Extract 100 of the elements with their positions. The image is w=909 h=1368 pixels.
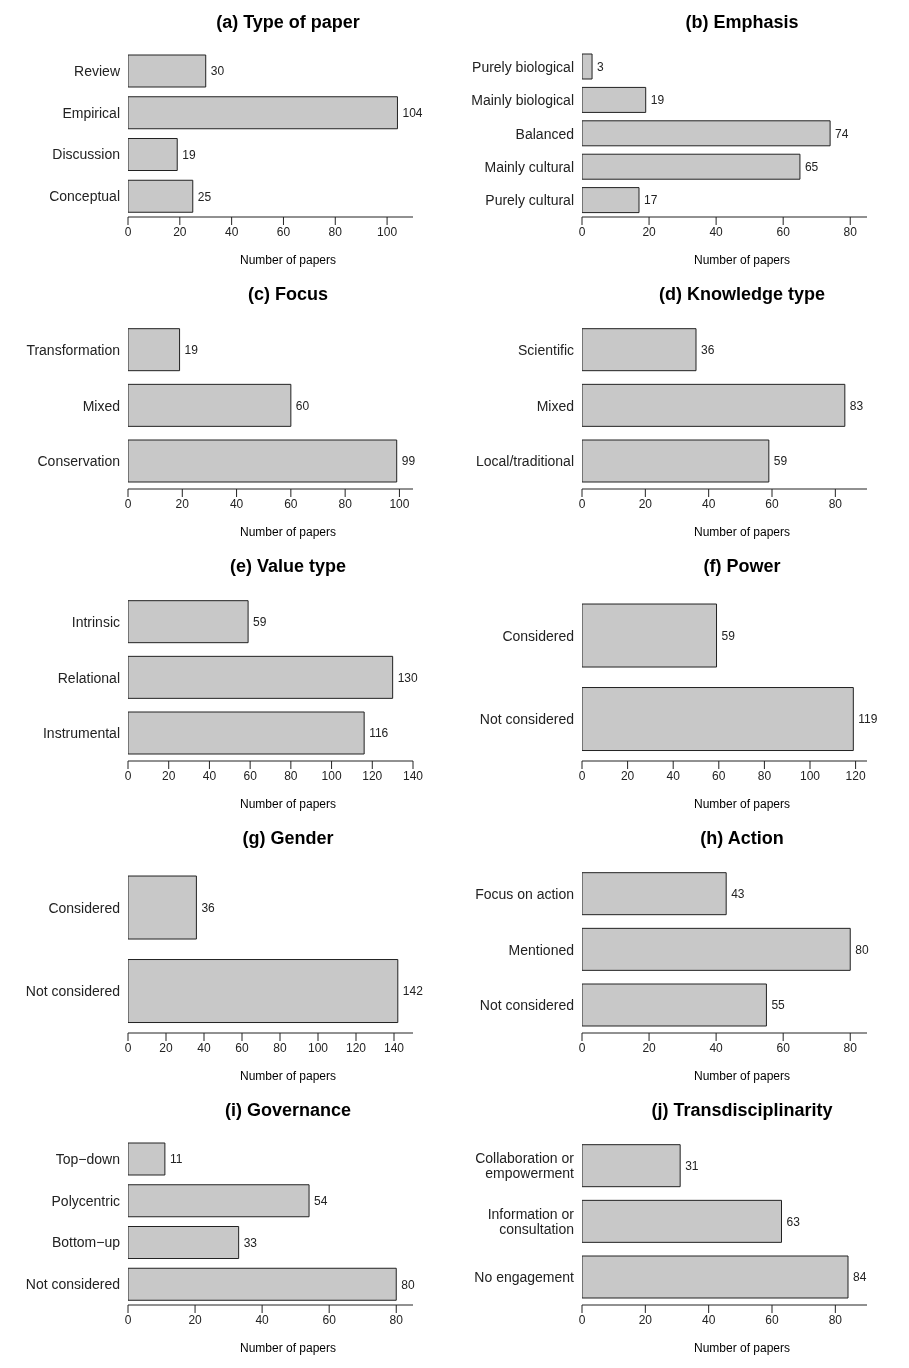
data-label: 104	[402, 106, 423, 121]
x-tick-label: 60	[765, 1312, 779, 1327]
y-tick-label: Mainly biological	[471, 92, 574, 109]
chart-title: (d) Knowledge type	[658, 283, 826, 306]
x-tick-label: 100	[307, 1040, 329, 1055]
x-tick-label: 60	[284, 496, 298, 511]
data-label: 60	[295, 398, 310, 413]
y-tick-label: Polycentric	[51, 1192, 120, 1209]
x-tick-label: 0	[578, 496, 586, 511]
data-label: 142	[402, 984, 424, 999]
x-tick-label: 100	[321, 768, 342, 783]
y-tick-label: Purely biological	[472, 58, 574, 75]
bar	[128, 54, 207, 88]
x-tick-label: 0	[578, 768, 586, 783]
x-axis-title: Number of papers	[692, 797, 791, 811]
data-label: 3	[597, 59, 605, 74]
y-tick-label: Not considered	[479, 711, 574, 728]
bar	[128, 439, 398, 483]
x-tick-label: 20	[620, 768, 635, 783]
y-tick-label: Transformation	[26, 341, 120, 358]
y-tick-label: Empirical	[62, 104, 120, 121]
bar	[582, 153, 801, 180]
bar	[582, 86, 647, 113]
y-tick-label: Mixed	[536, 397, 574, 414]
x-axis-title: Number of papers	[692, 1069, 791, 1083]
bar	[128, 1184, 310, 1218]
y-tick-label: Bottom−up	[51, 1234, 121, 1251]
chart-title: (h) Action	[699, 827, 785, 850]
y-tick-label: Not considered	[25, 1276, 120, 1293]
x-axis-title: Number of papers	[692, 525, 791, 539]
x-tick-label: 140	[402, 768, 424, 783]
y-tick-label: Mentioned	[508, 941, 574, 958]
bar	[582, 120, 831, 147]
x-tick-label: 80	[338, 496, 353, 511]
bar	[582, 983, 767, 1027]
data-label: 130	[397, 670, 418, 685]
x-tick-label: 60	[776, 224, 791, 239]
x-tick-label: 40	[202, 768, 217, 783]
data-label: 65	[804, 159, 819, 174]
bar	[582, 1255, 849, 1299]
data-label: 11	[169, 1152, 183, 1167]
x-tick-label: 20	[159, 1040, 173, 1055]
y-tick-label: Intrinsic	[71, 613, 120, 630]
data-label: 55	[771, 998, 786, 1013]
y-tick-label: Mainly cultural	[484, 158, 574, 175]
x-tick-label: 60	[765, 496, 779, 511]
x-tick-label: 20	[175, 496, 190, 511]
x-axis-title: Number of papers	[692, 253, 791, 267]
y-tick-label: Discussion	[52, 146, 120, 163]
data-label: 54	[314, 1194, 328, 1209]
y-tick-label: Not considered	[479, 997, 574, 1014]
bar	[582, 53, 593, 80]
x-axis-title: Number of papers	[692, 1341, 791, 1355]
data-label: 36	[701, 342, 715, 357]
bar	[582, 383, 846, 427]
data-label: 17	[644, 193, 658, 208]
x-tick-label: 40	[229, 496, 244, 511]
x-tick-label: 20	[188, 1312, 203, 1327]
data-label: 36	[201, 900, 216, 915]
bar	[582, 187, 640, 214]
x-tick-label: 80	[273, 1040, 287, 1055]
data-label: 116	[369, 726, 389, 741]
x-tick-label: 0	[124, 496, 132, 511]
data-label: 30	[210, 64, 225, 79]
x-tick-label: 0	[578, 1312, 586, 1327]
x-axis-title: Number of papers	[238, 1341, 337, 1355]
x-tick-label: 20	[162, 768, 176, 783]
x-tick-label: 40	[709, 1040, 724, 1055]
x-tick-label: 0	[578, 224, 586, 239]
y-tick-label: Mixed	[82, 397, 120, 414]
y-tick-label: Information or consultation	[487, 1206, 575, 1237]
x-tick-label: 120	[845, 768, 866, 783]
x-tick-label: 60	[776, 1040, 791, 1055]
x-tick-label: 80	[828, 1312, 843, 1327]
y-tick-label: Conservation	[37, 453, 120, 470]
data-label: 31	[685, 1158, 699, 1173]
y-tick-label: Collaboration or empowerment	[475, 1150, 575, 1182]
bar	[582, 1199, 782, 1243]
data-label: 59	[721, 628, 736, 643]
bar	[582, 1144, 681, 1188]
x-axis-title: Number of papers	[238, 797, 337, 811]
y-tick-label: Considered	[48, 899, 120, 916]
data-label: 63	[786, 1214, 801, 1229]
data-label: 25	[197, 189, 212, 204]
data-label: 83	[849, 398, 864, 413]
bar	[128, 1142, 166, 1176]
x-tick-label: 100	[389, 496, 410, 511]
x-tick-label: 80	[328, 224, 343, 239]
x-tick-label: 0	[124, 768, 132, 783]
x-tick-label: 60	[712, 768, 726, 783]
x-tick-label: 0	[124, 1040, 132, 1055]
x-tick-label: 20	[642, 224, 657, 239]
x-axis-title: Number of papers	[238, 253, 337, 267]
x-tick-label: 0	[124, 1312, 132, 1327]
bar	[128, 711, 365, 755]
chart-title: (f) Power	[702, 555, 782, 578]
data-label: 19	[184, 342, 199, 357]
x-tick-label: 60	[235, 1040, 249, 1055]
y-tick-label: Relational	[57, 669, 120, 686]
y-tick-label: Top−down	[55, 1150, 120, 1167]
